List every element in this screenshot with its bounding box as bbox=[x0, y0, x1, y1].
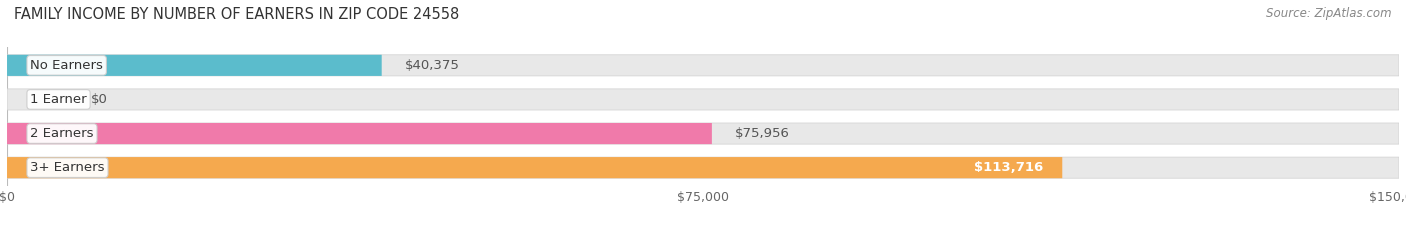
PathPatch shape bbox=[7, 55, 1399, 76]
Text: FAMILY INCOME BY NUMBER OF EARNERS IN ZIP CODE 24558: FAMILY INCOME BY NUMBER OF EARNERS IN ZI… bbox=[14, 7, 460, 22]
Text: Source: ZipAtlas.com: Source: ZipAtlas.com bbox=[1267, 7, 1392, 20]
Text: $75,956: $75,956 bbox=[735, 127, 790, 140]
PathPatch shape bbox=[7, 157, 1063, 178]
Text: No Earners: No Earners bbox=[31, 59, 103, 72]
PathPatch shape bbox=[7, 89, 1399, 110]
Text: 2 Earners: 2 Earners bbox=[31, 127, 94, 140]
Text: 3+ Earners: 3+ Earners bbox=[31, 161, 104, 174]
PathPatch shape bbox=[7, 157, 1399, 178]
Text: $113,716: $113,716 bbox=[974, 161, 1043, 174]
PathPatch shape bbox=[7, 123, 1399, 144]
Text: 1 Earner: 1 Earner bbox=[31, 93, 87, 106]
PathPatch shape bbox=[7, 55, 381, 76]
Text: $0: $0 bbox=[90, 93, 107, 106]
Text: $40,375: $40,375 bbox=[405, 59, 460, 72]
PathPatch shape bbox=[7, 123, 711, 144]
